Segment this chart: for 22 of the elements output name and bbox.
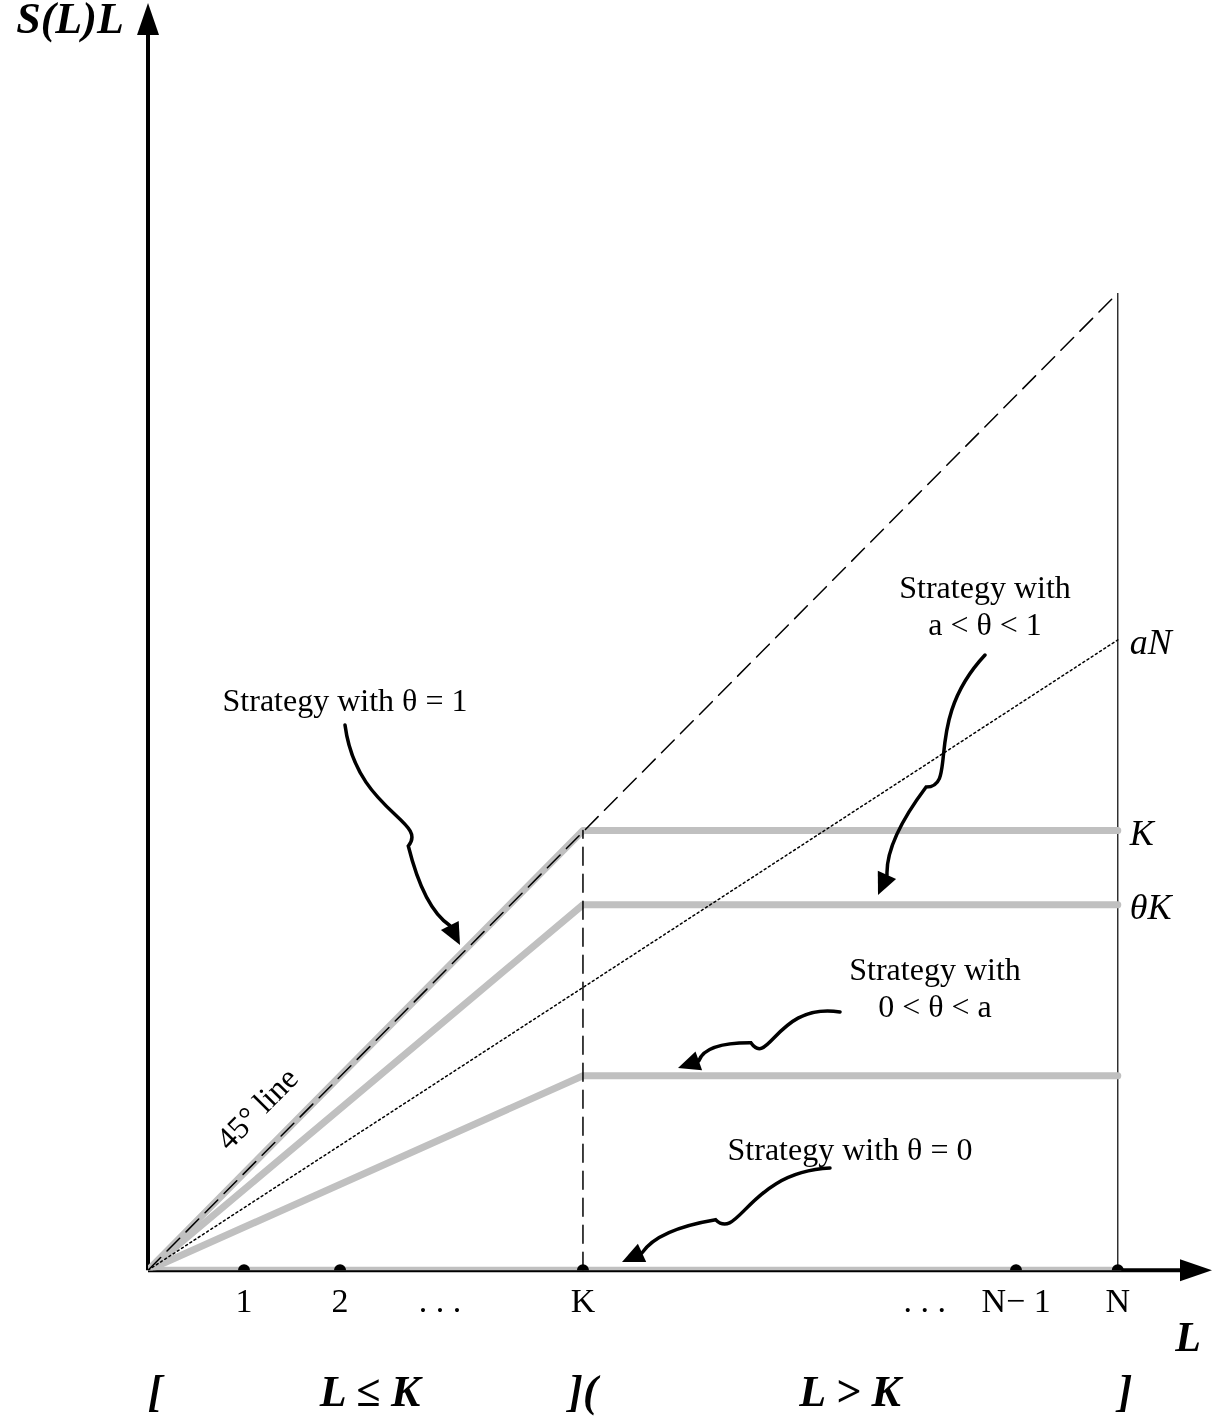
text: S(L)L — [16, 0, 124, 44]
x-tick-label: 1 — [235, 1281, 253, 1319]
annotation: Strategy with θ = 0 — [727, 1131, 973, 1168]
x-tick-label: N — [1105, 1281, 1131, 1319]
x-tick-label: 2 — [331, 1281, 349, 1319]
x-tick-label: . . . — [903, 1281, 947, 1319]
annotation: Strategy with 0 < θ < a — [849, 951, 1021, 1025]
series-label: θK — [1129, 887, 1174, 928]
x-tick-label: . . . — [418, 1281, 462, 1319]
series-label: aN — [1129, 622, 1174, 663]
x-axis-title: L — [1174, 1313, 1201, 1360]
text: ] — [1114, 1367, 1133, 1417]
text: L > K — [798, 1367, 904, 1417]
series-label: K — [1128, 812, 1156, 853]
text: ]( — [565, 1367, 601, 1417]
x-tick-label: K — [570, 1281, 596, 1319]
annotation: Strategy with θ = 1 — [222, 682, 468, 719]
annotation: Strategy with a < θ < 1 — [899, 569, 1071, 643]
x-tick-label: N− 1 — [981, 1281, 1051, 1319]
text: L ≤ K — [318, 1367, 424, 1417]
text: 45° line — [208, 1059, 305, 1157]
text: [ — [147, 1367, 165, 1417]
